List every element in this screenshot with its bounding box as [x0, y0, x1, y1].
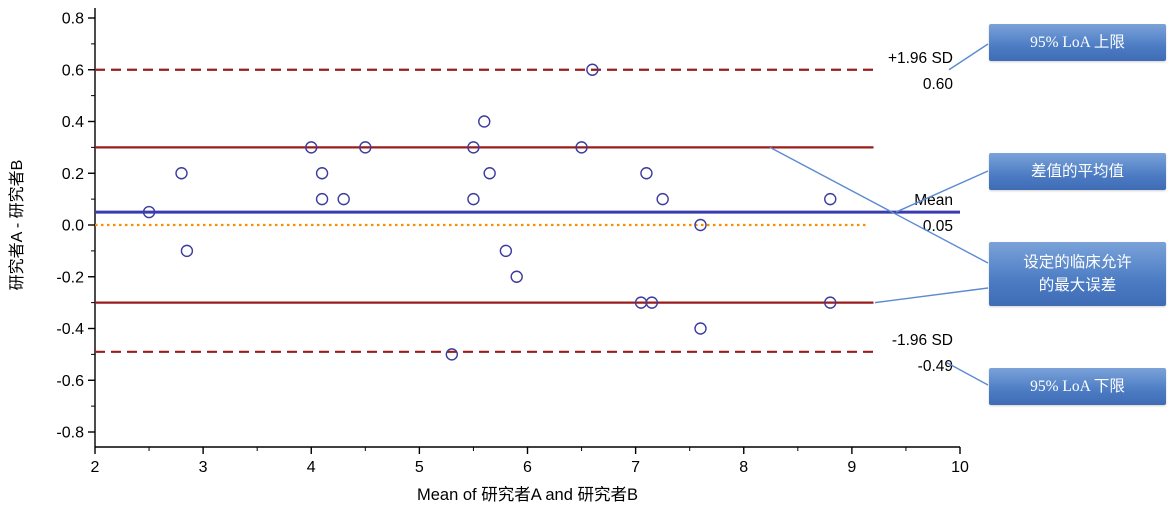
- callout-upper-loa-label: 95% LoA 上限: [1030, 33, 1125, 51]
- data-point: [694, 322, 707, 335]
- callout-clinical-limit-line1: 设定的临床允许: [1023, 253, 1132, 271]
- data-point: [445, 348, 459, 361]
- data-point: [305, 141, 318, 154]
- leader-line: [948, 43, 989, 71]
- data-point: [586, 63, 599, 76]
- callout-clinical-limit: 设定的临床允许 的最大误差: [989, 242, 1166, 306]
- data-point: [656, 192, 669, 206]
- leader-line: [874, 287, 989, 304]
- x-axis-title: Mean of 研究者A and 研究者B: [417, 485, 638, 504]
- x-tick-label: 4: [307, 459, 316, 476]
- x-tick-label: 10: [951, 459, 969, 476]
- data-point: [478, 115, 491, 128]
- x-tick-label: 3: [199, 459, 208, 476]
- x-tick-label: 8: [739, 459, 748, 476]
- x-tick-label: 7: [631, 459, 640, 476]
- y-tick-label: 0.4: [62, 114, 84, 131]
- callout-lower-loa: 95% LoA 下限: [989, 368, 1166, 405]
- data-point: [142, 205, 156, 219]
- x-tick-label: 6: [523, 459, 532, 476]
- data-point: [645, 296, 659, 309]
- data-point: [359, 141, 372, 154]
- leader-line: [895, 170, 989, 213]
- callout-clinical-limit-line2: 的最大误差: [1038, 277, 1117, 294]
- y-tick-label: 0.2: [62, 166, 84, 183]
- ref-line-label-upper-loa: +1.96 SD: [888, 50, 953, 67]
- y-tick-label: -0.8: [56, 425, 84, 442]
- y-tick-label: -0.2: [56, 269, 84, 286]
- data-point: [467, 192, 480, 206]
- callout-mean-diff: 差值的平均值: [989, 153, 1166, 190]
- data-point: [315, 167, 329, 180]
- data-point: [575, 141, 588, 154]
- y-tick-label: 0.0: [62, 218, 84, 235]
- data-point: [175, 167, 188, 180]
- data-point: [483, 167, 496, 180]
- y-tick-label: -0.4: [56, 321, 84, 338]
- callout-lower-loa-label: 95% LoA 下限: [1030, 377, 1125, 395]
- x-tick-label: 2: [91, 459, 100, 476]
- leader-line: [769, 146, 989, 264]
- data-point: [180, 244, 194, 258]
- data-point: [467, 141, 480, 154]
- leader-line: [946, 362, 989, 386]
- data-point: [499, 244, 513, 258]
- data-point: [824, 192, 837, 206]
- callout-upper-loa: 95% LoA 上限: [989, 24, 1166, 61]
- ref-line-label-lower-loa: -1.96 SD: [892, 332, 953, 349]
- data-point: [315, 192, 329, 206]
- ref-line-value-lower-loa: -0.49: [918, 358, 953, 375]
- data-point: [640, 167, 653, 180]
- y-tick-label: 0.8: [62, 11, 84, 28]
- callout-mean-diff-label: 差值的平均值: [1030, 162, 1124, 180]
- ref-line-value-upper-loa: 0.60: [923, 76, 954, 93]
- data-point: [337, 192, 350, 206]
- x-tick-label: 5: [415, 459, 424, 476]
- data-point: [694, 218, 707, 232]
- y-tick-label: -0.6: [56, 373, 84, 390]
- y-axis-title: 研究者A - 研究者B: [8, 160, 26, 291]
- data-point: [824, 296, 837, 309]
- x-tick-label: 9: [847, 459, 856, 476]
- ref-line-label-mean: Mean: [914, 192, 953, 209]
- ref-line-value-mean: 0.05: [923, 218, 953, 235]
- y-tick-label: 0.6: [62, 62, 84, 79]
- data-point: [510, 270, 523, 283]
